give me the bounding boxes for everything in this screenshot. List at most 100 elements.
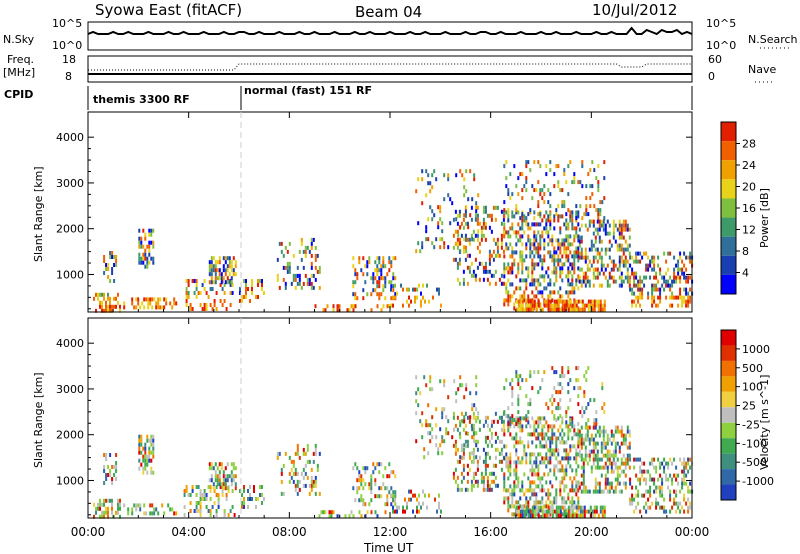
heatmap-cell <box>551 254 554 259</box>
heatmap-cell <box>117 506 119 511</box>
time-tick-label-0: 00:00 <box>71 525 106 539</box>
heatmap-cell <box>249 497 251 501</box>
heatmap-cell <box>689 287 692 292</box>
heatmap-cell <box>288 479 291 484</box>
heatmap-cell <box>535 444 538 449</box>
heatmap-cell <box>577 274 580 279</box>
heatmap-cell <box>392 295 394 300</box>
heatmap-cell <box>415 399 418 404</box>
heatmap-cell <box>215 291 218 295</box>
heatmap-cell <box>452 233 455 238</box>
heatmap-cell <box>135 297 138 302</box>
heatmap-cell <box>569 262 572 267</box>
heatmap-cell <box>374 510 377 515</box>
velocity-colorbar-ticklabel-3: 25 <box>742 400 756 413</box>
heatmap-cell <box>637 251 640 256</box>
heatmap-cell <box>543 226 546 231</box>
heatmap-cell <box>579 509 582 514</box>
nsearch-tick-bottom: 10^0 <box>706 39 736 52</box>
heatmap-cell <box>586 255 589 260</box>
heatmap-cell <box>480 479 483 484</box>
heatmap-cell <box>507 298 510 303</box>
heatmap-cell <box>586 489 589 494</box>
heatmap-cell <box>105 477 108 481</box>
heatmap-cell <box>671 279 674 284</box>
heatmap-cell <box>441 237 444 242</box>
heatmap-cell <box>547 513 550 518</box>
heatmap-cell <box>580 425 583 430</box>
heatmap-cell <box>131 511 134 516</box>
heatmap-cell <box>456 427 459 432</box>
heatmap-cell <box>563 505 566 510</box>
heatmap-cell <box>592 425 595 430</box>
heatmap-cell <box>215 509 218 513</box>
heatmap-cell <box>472 229 475 234</box>
heatmap-cell <box>251 283 253 287</box>
heatmap-cell <box>559 509 562 514</box>
heatmap-cell <box>563 262 566 267</box>
heatmap-cell <box>415 391 418 396</box>
heatmap-cell <box>592 223 595 228</box>
heatmap-cell <box>113 279 116 283</box>
heatmap-cell <box>618 489 621 494</box>
heatmap-cell <box>314 447 317 452</box>
heatmap-cell <box>525 180 528 185</box>
heatmap-cell <box>144 256 147 261</box>
heatmap-cell <box>549 492 552 497</box>
heatmap-cell <box>496 205 499 210</box>
heatmap-cell <box>529 242 532 247</box>
heatmap-cell <box>559 468 562 473</box>
heatmap-cell <box>584 259 587 264</box>
heatmap-cell <box>189 493 192 497</box>
heatmap-cell <box>447 177 450 182</box>
heatmap-cell <box>503 274 506 279</box>
heatmap-cell <box>438 291 440 296</box>
heatmap-cell <box>537 416 540 421</box>
heatmap-cell <box>212 486 215 491</box>
heatmap-cell <box>579 307 582 312</box>
heatmap-cell <box>622 453 625 458</box>
heatmap-cell <box>531 416 534 421</box>
power-colorbar-block-4 <box>721 198 736 218</box>
heatmap-cell <box>218 268 221 273</box>
heatmap-cell <box>585 212 588 217</box>
heatmap-cell <box>99 514 101 519</box>
heatmap-cell <box>292 277 295 282</box>
heatmap-cell <box>352 486 355 491</box>
heatmap-cell <box>241 501 243 505</box>
heatmap-cell <box>368 260 371 265</box>
heatmap-cell <box>535 246 538 251</box>
power-colorbar-block-7 <box>721 255 736 275</box>
heatmap-cell <box>557 428 560 433</box>
heatmap-cell <box>482 265 485 270</box>
heatmap-cell <box>480 471 483 476</box>
heatmap-cell <box>304 273 307 278</box>
heatmap-cell <box>296 443 299 448</box>
heatmap-cell <box>519 258 522 263</box>
heatmap-cell <box>356 276 359 281</box>
heatmap-cell <box>517 176 520 181</box>
heatmap-cell <box>466 443 469 448</box>
heatmap-cell <box>608 489 611 494</box>
heatmap-cell <box>577 366 580 371</box>
heatmap-cell <box>547 492 550 497</box>
date-title: 10/Jul/2012 <box>592 1 677 19</box>
heatmap-cell <box>230 260 233 265</box>
heatmap-cell <box>628 433 631 438</box>
heatmap-cell <box>604 429 607 434</box>
heatmap-cell <box>509 282 512 287</box>
heatmap-cell <box>427 403 430 408</box>
heatmap-cell <box>547 460 550 465</box>
heatmap-cell <box>404 497 406 502</box>
heatmap-cell <box>482 269 485 274</box>
heatmap-cell <box>601 505 604 510</box>
heatmap-cell <box>288 265 291 270</box>
heatmap-cell <box>458 431 461 436</box>
heatmap-cell <box>392 497 394 502</box>
heatmap-cell <box>573 424 576 429</box>
heatmap-cell <box>300 237 303 242</box>
heatmap-cell <box>537 160 540 165</box>
heatmap-cell <box>296 471 299 476</box>
heatmap-cell <box>503 164 506 169</box>
